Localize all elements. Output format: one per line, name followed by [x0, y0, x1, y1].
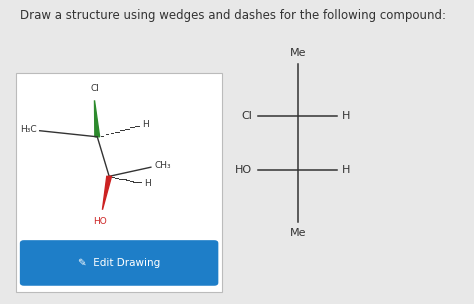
Text: CH₃: CH₃ [154, 161, 171, 170]
Text: Draw a structure using wedges and dashes for the following compound:: Draw a structure using wedges and dashes… [20, 9, 446, 22]
FancyBboxPatch shape [20, 240, 219, 286]
Text: HO: HO [93, 217, 107, 226]
Text: H: H [142, 120, 149, 129]
Text: H: H [342, 165, 351, 175]
Text: Cl: Cl [241, 111, 252, 120]
Text: Me: Me [290, 228, 306, 238]
Text: H: H [144, 179, 151, 188]
Polygon shape [102, 176, 111, 210]
Text: Cl: Cl [90, 84, 99, 93]
Text: H₃C: H₃C [20, 125, 36, 134]
Text: HO: HO [235, 165, 252, 175]
Text: ✎  Edit Drawing: ✎ Edit Drawing [78, 258, 160, 268]
Polygon shape [94, 100, 100, 137]
Text: H: H [342, 111, 351, 120]
Text: Me: Me [290, 48, 306, 58]
FancyBboxPatch shape [16, 73, 222, 292]
